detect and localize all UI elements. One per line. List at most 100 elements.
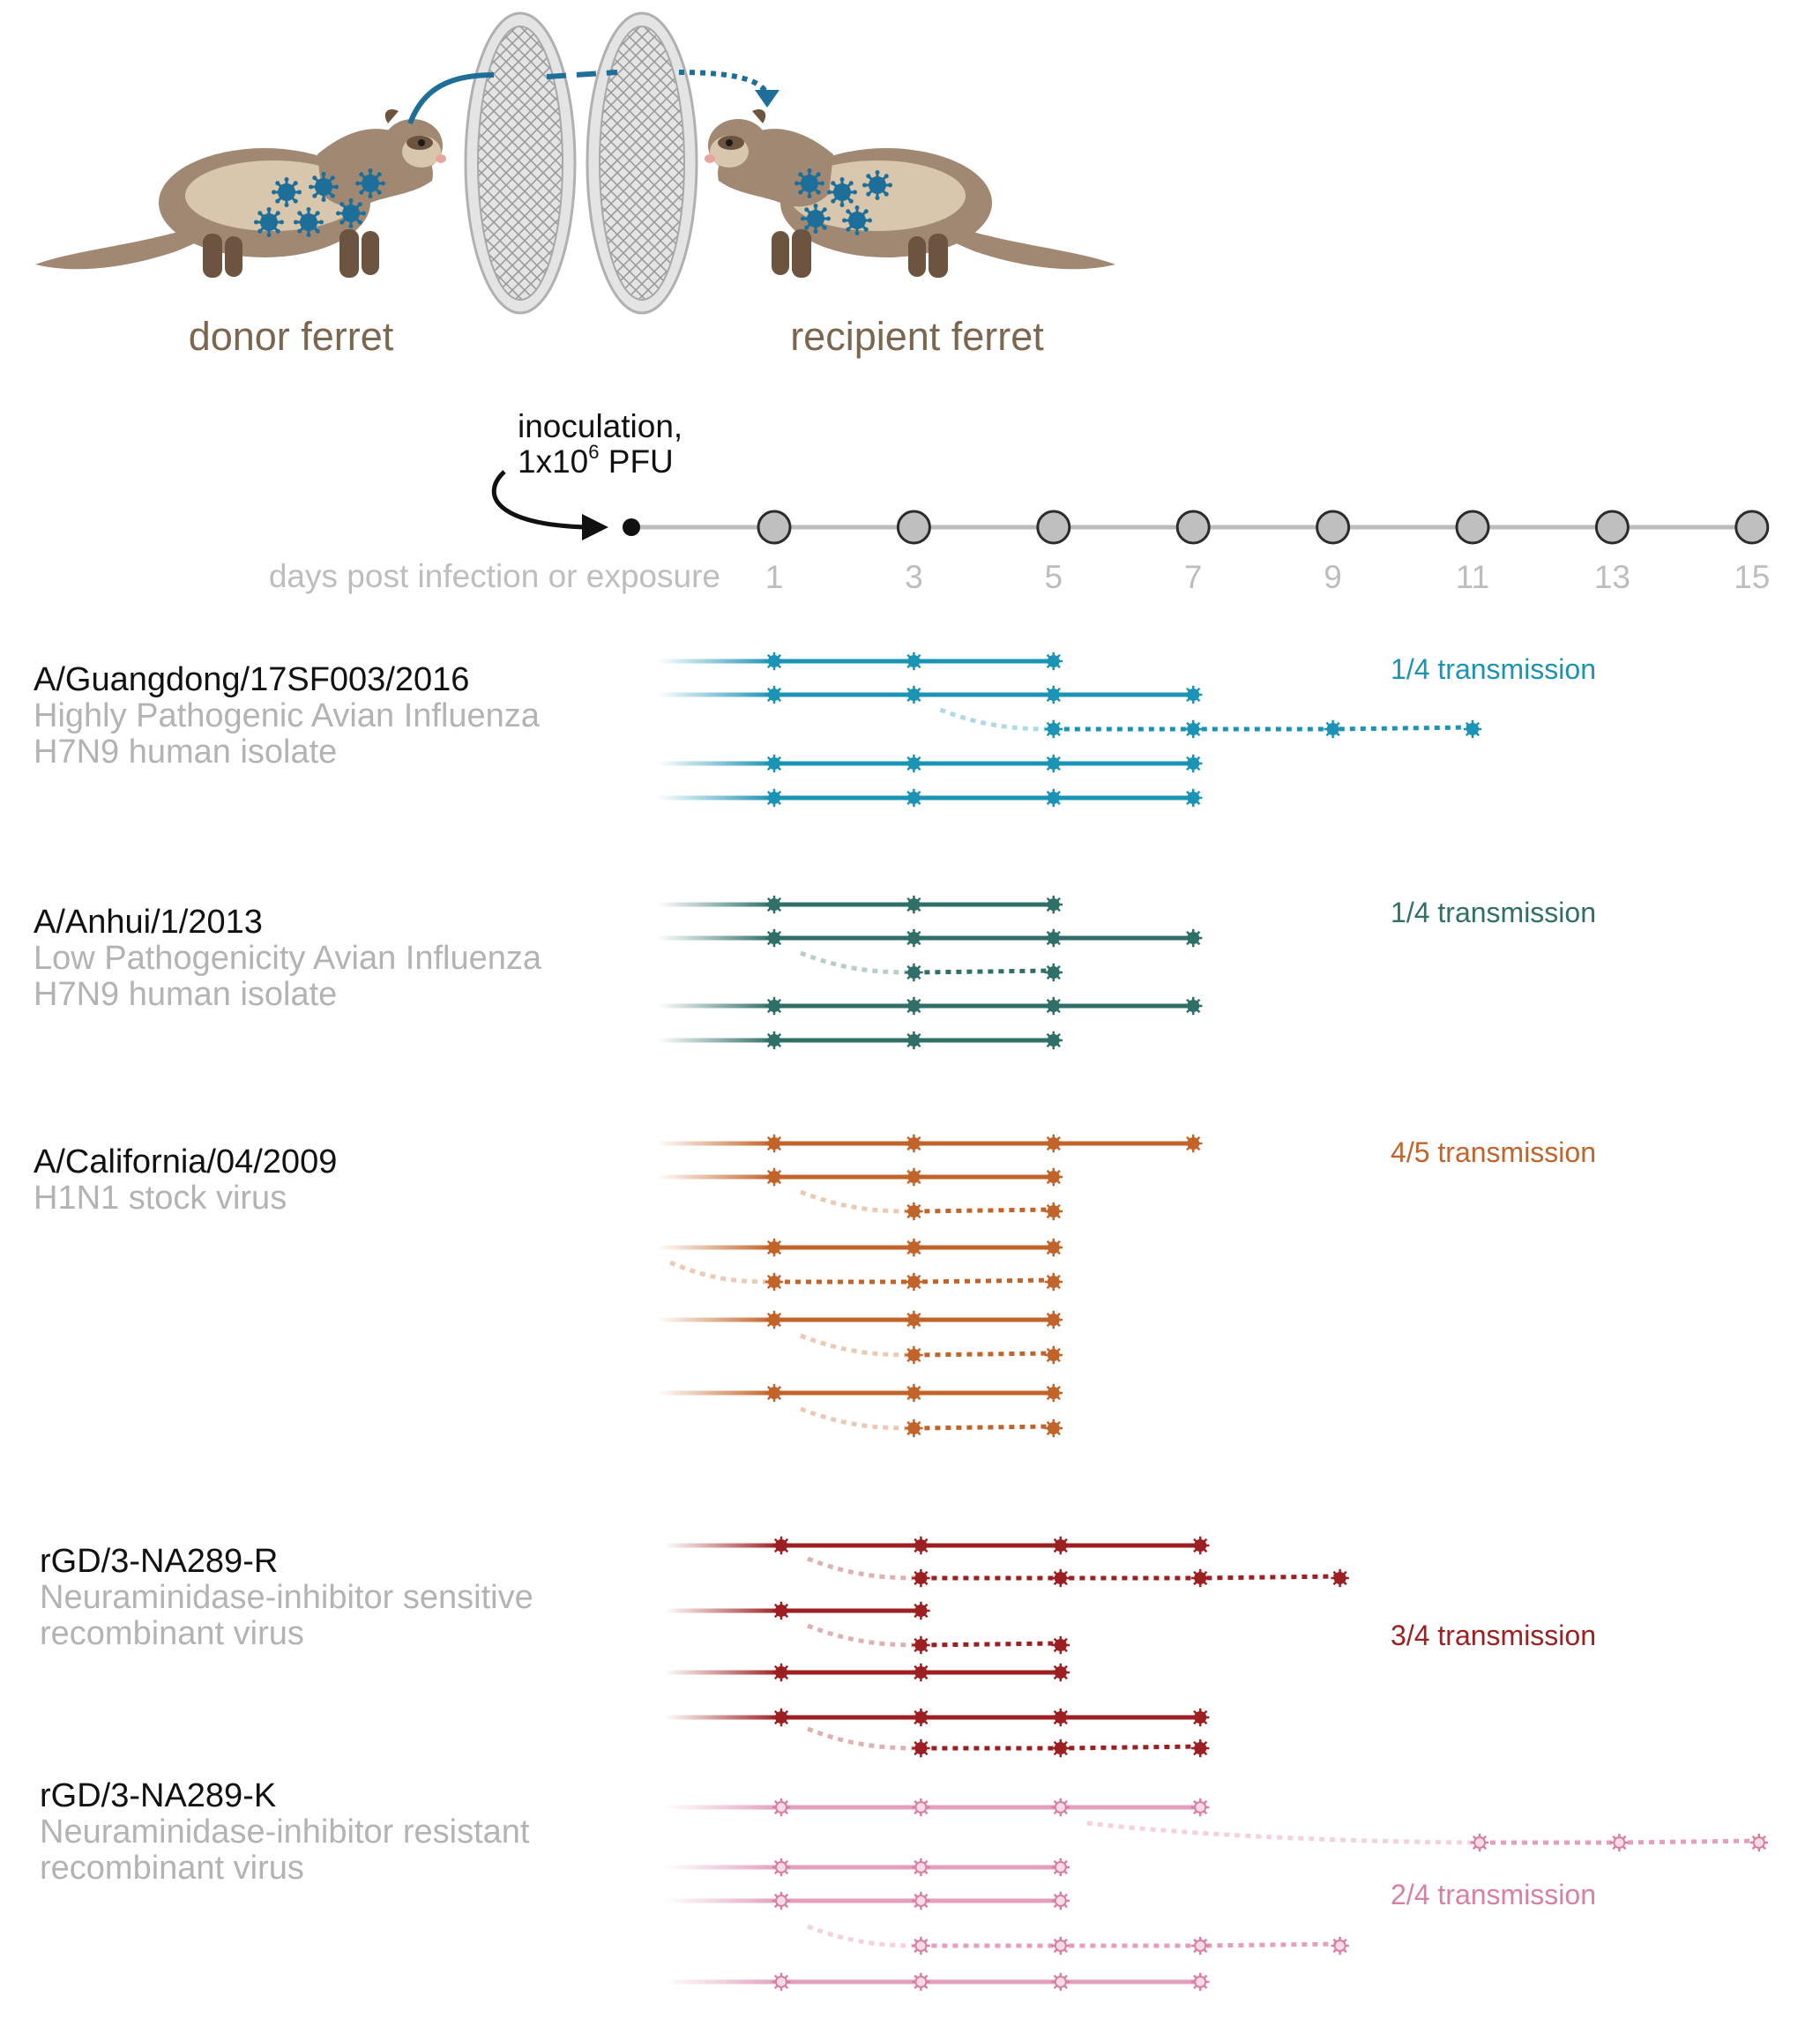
- sample-positive-marker: [905, 1031, 923, 1050]
- day-tick-label: 7: [1184, 559, 1203, 595]
- day-tick-label: 11: [1456, 559, 1489, 595]
- sample-positive-marker: [1184, 754, 1203, 773]
- sample-positive-marker: [1051, 1708, 1070, 1727]
- donor-ferret-row: [664, 1601, 930, 1620]
- sample-positive-marker: [905, 1238, 923, 1257]
- virus-particle-icon: [842, 205, 872, 235]
- day-marker-13: [1594, 510, 1630, 545]
- donor-ferret-row: [657, 685, 1203, 704]
- day-tick-label: 13: [1594, 559, 1630, 595]
- sample-positive-marker: [905, 1310, 923, 1329]
- sample-positive-marker: [1184, 788, 1203, 808]
- recipient-ferret-row: [807, 1623, 1070, 1655]
- donor-ferret-row: [657, 1310, 1063, 1329]
- sample-positive-marker: [765, 1238, 784, 1257]
- cage-divider-left: [464, 11, 577, 315]
- recipient-ferret-row: [800, 1333, 1063, 1365]
- sample-positive-marker: [1044, 754, 1063, 773]
- donor-ferret-row: [657, 1134, 1203, 1153]
- sample-positive-marker: [1051, 1536, 1070, 1555]
- sample-positive-marker: [905, 754, 923, 773]
- sample-positive-marker: [912, 1891, 930, 1910]
- sample-positive-marker: [1184, 719, 1203, 739]
- sample-positive-marker: [905, 1383, 923, 1403]
- sample-positive-marker: [905, 652, 923, 671]
- sample-positive-marker: [1051, 1739, 1070, 1758]
- sample-positive-marker: [1044, 996, 1063, 1016]
- sample-positive-marker: [912, 1601, 930, 1620]
- inoculation-point: [623, 518, 640, 536]
- sample-positive-marker: [912, 1536, 930, 1555]
- virus-strain-name: rGD/3-NA289-R: [40, 1543, 278, 1580]
- day-marker-5: [1036, 510, 1071, 545]
- sample-positive-marker: [905, 1167, 923, 1187]
- virus-particle-icon: [254, 207, 284, 237]
- sample-positive-marker: [1191, 1798, 1210, 1817]
- sample-positive-marker: [1184, 1134, 1203, 1153]
- sample-positive-marker: [912, 1858, 930, 1877]
- sample-positive-marker: [1044, 719, 1063, 739]
- sample-positive-marker: [1044, 895, 1063, 914]
- inoculation-arrow: [491, 470, 587, 530]
- sample-positive-marker: [765, 1272, 784, 1292]
- virus-particle-icon: [862, 170, 892, 200]
- sample-positive-marker: [1749, 1833, 1768, 1852]
- virus-strain-name: rGD/3-NA289-K: [40, 1777, 276, 1814]
- timeline-axis: 1 3 5 7 9 11 13 15: [623, 510, 1770, 595]
- sample-positive-marker: [1044, 1310, 1063, 1329]
- sample-positive-marker: [912, 1972, 930, 1992]
- sample-positive-marker: [905, 1202, 923, 1221]
- recipient-ferret-row: [1086, 1821, 1768, 1852]
- sample-positive-marker: [1051, 1635, 1070, 1655]
- donor-ferret-row: [657, 652, 1063, 671]
- sample-positive-marker: [1044, 1238, 1063, 1257]
- sample-positive-marker: [765, 652, 784, 671]
- sample-positive-marker: [765, 1134, 784, 1153]
- virus-particle-icon: [272, 177, 302, 207]
- donor-ferret-illustration: [35, 108, 446, 278]
- donor-ferret-row: [657, 1383, 1063, 1403]
- day-tick-label: 9: [1324, 559, 1342, 595]
- donor-ferret-row: [657, 928, 1203, 948]
- dose-base: 1x10: [518, 443, 588, 480]
- sample-positive-marker: [765, 1310, 784, 1329]
- donor-ferret-row: [657, 1167, 1063, 1187]
- donor-ferret-row: [664, 1972, 1210, 1992]
- dose-exponent: 6: [588, 441, 599, 463]
- sample-positive-marker: [905, 928, 923, 948]
- sample-positive-marker: [772, 1891, 791, 1910]
- sample-positive-marker: [765, 928, 784, 948]
- virus-particle-icon: [336, 198, 366, 228]
- donor-ferret-row: [664, 1536, 1210, 1555]
- sample-positive-marker: [1184, 685, 1203, 704]
- sample-positive-marker: [772, 1536, 791, 1555]
- sample-positive-marker: [1044, 652, 1063, 671]
- donor-ferret-row: [657, 754, 1203, 773]
- inoculation-dose: 1x106 PFU: [518, 441, 674, 480]
- sample-positive-marker: [765, 1383, 784, 1403]
- sample-positive-marker: [1331, 1936, 1349, 1955]
- donor-ferret-row: [664, 1798, 1210, 1817]
- sample-positive-marker: [905, 895, 923, 914]
- sample-positive-marker: [905, 963, 923, 982]
- day-marker-3: [896, 510, 931, 545]
- sample-positive-marker: [1331, 1568, 1349, 1588]
- donor-ferret-row: [657, 895, 1063, 914]
- sample-positive-marker: [1051, 1891, 1070, 1910]
- transmission-ratio: 1/4 transmission: [1391, 897, 1596, 928]
- donor-ferret-row: [657, 1238, 1063, 1257]
- header-illustration: [35, 11, 1115, 315]
- sample-positive-marker: [765, 1031, 784, 1050]
- sample-positive-marker: [1191, 1568, 1210, 1588]
- sample-positive-marker: [765, 788, 784, 808]
- sample-positive-marker: [765, 1167, 784, 1187]
- sample-positive-marker: [912, 1936, 930, 1955]
- day-marker-11: [1455, 510, 1490, 545]
- sample-positive-marker: [1184, 996, 1203, 1016]
- transmission-ratio: 3/4 transmission: [1391, 1620, 1596, 1651]
- sample-positive-marker: [1044, 1383, 1063, 1403]
- virus-particle-icon: [794, 168, 824, 198]
- sample-positive-marker: [905, 788, 923, 808]
